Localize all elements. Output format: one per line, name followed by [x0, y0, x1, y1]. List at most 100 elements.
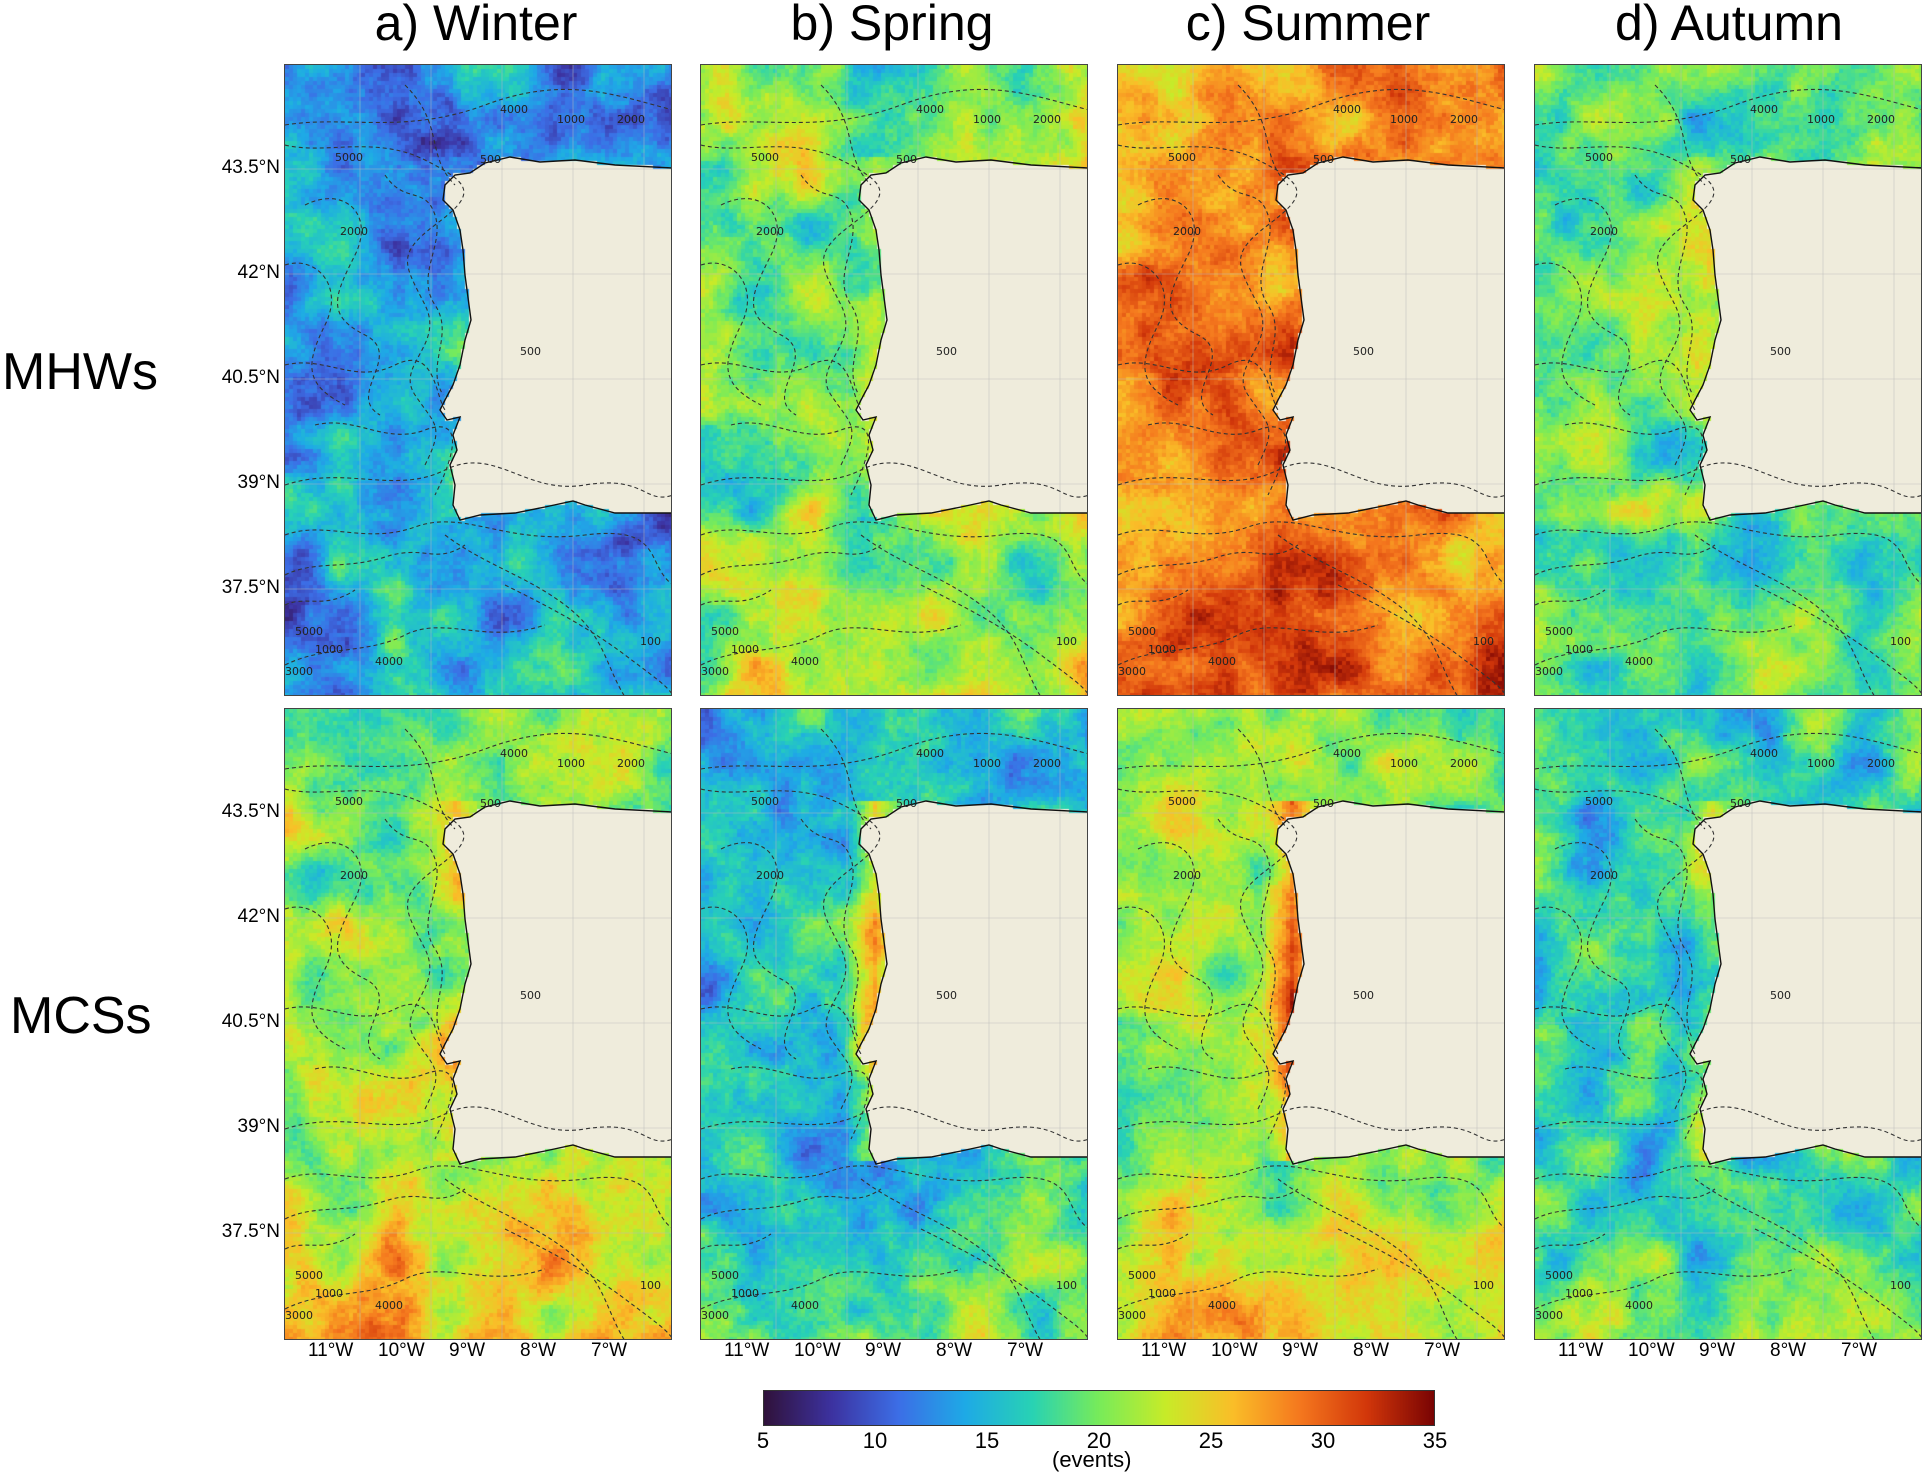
map-panel-mhws-spring: 4000 1000 2000 5000 500 2000 500 5000 1000 4000 30…	[700, 64, 1088, 696]
map-panel-mcss-winter: 4000 1000 2000 5000 500 2000 500 5000 1000 4000 30…	[284, 708, 672, 1340]
lon-tick-label: 11°W	[724, 1340, 770, 1361]
bathymetry-contour	[1535, 1268, 1796, 1310]
contour-label: 2000	[617, 757, 645, 770]
bathymetry-contour	[285, 732, 671, 770]
bathymetry-contour	[860, 1178, 1041, 1339]
bathymetry-contour	[701, 1268, 962, 1310]
colorbar-tick-label: 10	[862, 1428, 888, 1453]
map-overlay: 4000 1000 2000 5000 500 2000 500 5000 1000 4000 30…	[1118, 65, 1504, 695]
lon-tick-label: 9°W	[449, 1340, 486, 1361]
row-label-mhws: MHWs	[2, 343, 158, 401]
lon-tick-label: 8°W	[936, 1340, 973, 1361]
bathymetry-contour	[384, 818, 444, 1040]
bathymetry-contour	[1754, 584, 1921, 694]
contour-label: 2000	[1173, 225, 1201, 238]
bathymetry-contour	[314, 1066, 454, 1140]
heatmap-field	[1118, 65, 1504, 695]
contour-label: 5000	[711, 625, 739, 638]
contour-label: 1000	[315, 643, 343, 656]
lat-tick-label: 40.5°N	[221, 1011, 280, 1032]
bathymetry-contour	[404, 84, 456, 186]
contour-label: 1000	[557, 757, 585, 770]
bathymetry-contour	[1564, 422, 1704, 496]
contour-label: 4000	[791, 1299, 819, 1312]
bathymetry-contour	[1535, 544, 1716, 576]
contour-label: 500	[896, 153, 917, 166]
contour-label: 4000	[916, 747, 944, 760]
contour-label: 100	[1056, 1279, 1077, 1292]
bathymetry-contour	[1634, 174, 1694, 396]
map-overlay: 4000 1000 2000 5000 500 2000 500 5000 1000 4000 30…	[1535, 65, 1921, 695]
heatmap-field	[701, 65, 1087, 695]
bathymetry-contour	[504, 1228, 671, 1338]
bathymetry-contour	[701, 1188, 882, 1220]
coastline	[855, 800, 1087, 1165]
contour-label: 4000	[500, 103, 528, 116]
bathymetry-contour	[1694, 534, 1875, 695]
bathymetry-contour	[1147, 1066, 1287, 1140]
contour-label: 5000	[1545, 1269, 1573, 1282]
bathymetry-contour	[1118, 1106, 1504, 1142]
bathymetry-contour	[285, 788, 465, 1110]
bathymetry-contour	[701, 1233, 772, 1250]
bathymetry-contour	[1118, 788, 1298, 1110]
contour-label: 100	[640, 1279, 661, 1292]
lat-tick-label: 39°N	[237, 1116, 280, 1137]
contour-label: 4000	[1208, 1299, 1236, 1312]
contour-label: 500	[520, 989, 541, 1002]
contour-label: 1000	[1148, 1287, 1176, 1300]
bathymetry-contour	[1634, 818, 1694, 1040]
contour-label: 4000	[1333, 103, 1361, 116]
row-label-mcss: MCSs	[10, 987, 152, 1045]
coastline	[855, 156, 1087, 521]
bathymetry-contour	[1118, 1188, 1299, 1220]
bathymetry-contour	[1217, 174, 1277, 396]
contour-label: 4000	[500, 747, 528, 760]
heatmap-field	[285, 65, 671, 695]
bathymetry-contour	[1147, 422, 1287, 496]
contour-label: 500	[1353, 345, 1374, 358]
lon-tick-label: 11°W	[1141, 1340, 1187, 1361]
contour-label: 3000	[285, 665, 313, 678]
bathymetry-contour	[1535, 1233, 1606, 1250]
heatmap-field	[1535, 709, 1921, 1339]
lon-tick-label: 7°W	[1424, 1340, 1461, 1361]
bathymetry-contour	[1118, 544, 1299, 576]
bathymetry-contour	[404, 728, 456, 830]
colorbar-tick-label: 35	[1422, 1428, 1448, 1453]
bathymetry-contour	[285, 462, 671, 498]
contour-label: 1000	[1148, 643, 1176, 656]
bathymetry-contour	[1118, 624, 1379, 666]
contour-label: 4000	[1750, 103, 1778, 116]
bathymetry-contour	[1654, 84, 1706, 186]
map-overlay: 4000 1000 2000 5000 500 2000 500 5000 1000 4000 30…	[1118, 709, 1504, 1339]
bathymetry-contour	[701, 88, 1087, 126]
bathymetry-contour	[285, 1165, 671, 1228]
bathymetry-contour	[1535, 624, 1796, 666]
bathymetry-contour	[1535, 144, 1715, 466]
bathymetry-contour	[1118, 1233, 1189, 1250]
bathymetry-contour	[1535, 1003, 1696, 1055]
contour-label: 5000	[1128, 1269, 1156, 1282]
heatmap-field	[285, 709, 671, 1339]
bathymetry-contour	[1237, 728, 1289, 830]
bathymetry-contour	[920, 584, 1087, 694]
contour-label: 1000	[973, 757, 1001, 770]
bathymetry-contour	[1118, 521, 1504, 584]
contour-label: 1000	[1565, 1287, 1593, 1300]
contour-label: 3000	[701, 665, 729, 678]
bathymetry-contour	[384, 174, 444, 396]
bathymetry-contour	[304, 842, 381, 1060]
contour-label: 4000	[1208, 655, 1236, 668]
coastline	[439, 156, 671, 521]
bathymetry-contour	[1535, 462, 1921, 498]
map-panel-mcss-spring: 4000 1000 2000 5000 500 2000 500 5000 1000 4000 30…	[700, 708, 1088, 1340]
lon-tick-label: 8°W	[1353, 1340, 1390, 1361]
contour-label: 2000	[1590, 225, 1618, 238]
heatmap-field	[1118, 709, 1504, 1339]
contour-label: 5000	[711, 1269, 739, 1282]
contour-label: 2000	[340, 225, 368, 238]
bathymetry-contour	[1118, 144, 1298, 466]
contour-label: 2000	[1033, 113, 1061, 126]
contour-label: 1000	[1565, 643, 1593, 656]
